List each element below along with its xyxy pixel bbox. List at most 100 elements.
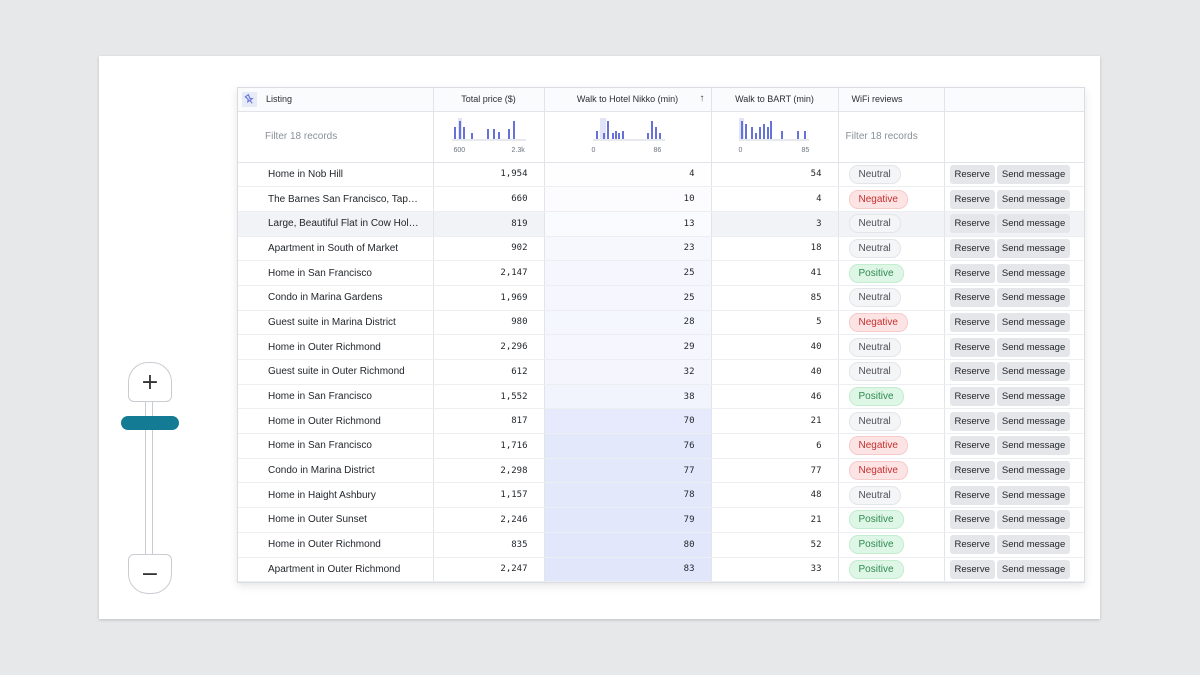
sort-ascending-arrow-icon[interactable]: ↑ <box>699 93 705 104</box>
cell-listing-name[interactable]: Large, Beautiful Flat in Cow Hol… <box>238 211 434 237</box>
reserve-button[interactable]: Reserve <box>949 510 995 530</box>
table-row[interactable]: Apartment in Outer Richmond 2,247 83 33 Posi… <box>238 557 1084 582</box>
send-message-button[interactable]: Send message <box>996 485 1071 505</box>
cell-wifi-reviews[interactable]: Neutral <box>838 408 945 435</box>
cell-listing-name[interactable]: Home in San Francisco <box>238 384 434 410</box>
cell-walk-bart[interactable]: 77 <box>711 458 839 484</box>
price-histogram[interactable]: 600 2.3k <box>434 112 544 162</box>
reserve-button[interactable]: Reserve <box>949 387 995 407</box>
cell-walk-hotel-nikko[interactable]: 28 <box>544 310 712 336</box>
cell-wifi-reviews[interactable]: Neutral <box>838 359 945 385</box>
cell-total-price[interactable]: 835 <box>433 532 545 558</box>
cell-wifi-reviews[interactable]: Positive <box>838 557 945 582</box>
cell-walk-bart[interactable]: 52 <box>711 532 839 558</box>
cell-walk-bart[interactable]: 21 <box>711 408 839 435</box>
cell-walk-bart[interactable]: 33 <box>711 557 839 582</box>
reserve-button[interactable]: Reserve <box>949 362 995 382</box>
price-histogram-cell[interactable]: 600 2.3k <box>433 111 545 163</box>
cell-walk-hotel-nikko[interactable]: 23 <box>544 236 712 262</box>
send-message-button[interactable]: Send message <box>996 312 1071 332</box>
send-message-button[interactable]: Send message <box>996 461 1071 481</box>
cell-wifi-reviews[interactable]: Negative <box>838 433 945 459</box>
cell-wifi-reviews[interactable]: Positive <box>838 260 945 286</box>
cell-listing-name[interactable]: Home in San Francisco <box>238 433 434 459</box>
cell-wifi-reviews[interactable]: Neutral <box>838 236 945 262</box>
cell-walk-hotel-nikko[interactable]: 80 <box>544 532 712 558</box>
bart-histogram-cell[interactable]: 0 85 <box>711 111 839 163</box>
cell-walk-hotel-nikko[interactable]: 32 <box>544 359 712 385</box>
cell-walk-hotel-nikko[interactable]: 78 <box>544 482 712 509</box>
cell-walk-bart[interactable]: 41 <box>711 260 839 286</box>
cell-walk-bart[interactable]: 18 <box>711 236 839 262</box>
table-row[interactable]: Home in Haight Ashbury 1,157 78 48 Neutral Re… <box>238 482 1084 509</box>
table-row[interactable]: Home in Outer Richmond 835 80 52 Positive Res… <box>238 532 1084 558</box>
cell-total-price[interactable]: 817 <box>433 408 545 435</box>
cell-walk-hotel-nikko[interactable]: 79 <box>544 507 712 533</box>
reserve-button[interactable]: Reserve <box>949 312 995 332</box>
cell-listing-name[interactable]: Condo in Marina Gardens <box>238 285 434 311</box>
cell-total-price[interactable]: 1,157 <box>433 482 545 509</box>
table-row[interactable]: Home in San Francisco 1,552 38 46 Positive Re… <box>238 384 1084 410</box>
cell-walk-bart[interactable]: 5 <box>711 310 839 336</box>
cell-walk-bart[interactable]: 6 <box>711 433 839 459</box>
cell-listing-name[interactable]: Home in Nob Hill <box>238 162 434 188</box>
cell-listing-name[interactable]: Apartment in South of Market <box>238 236 434 262</box>
cell-walk-bart[interactable]: 40 <box>711 359 839 385</box>
cell-total-price[interactable]: 819 <box>433 211 545 237</box>
cell-walk-hotel-nikko[interactable]: 76 <box>544 433 712 459</box>
cell-total-price[interactable]: 1,716 <box>433 433 545 459</box>
cell-wifi-reviews[interactable]: Positive <box>838 532 945 558</box>
column-header-price[interactable]: Total price ($) <box>433 88 545 112</box>
send-message-button[interactable]: Send message <box>996 214 1071 234</box>
cell-wifi-reviews[interactable]: Positive <box>838 384 945 410</box>
cell-walk-hotel-nikko[interactable]: 25 <box>544 260 712 286</box>
cell-walk-bart[interactable]: 40 <box>711 334 839 360</box>
cell-walk-bart[interactable]: 48 <box>711 482 839 509</box>
cell-total-price[interactable]: 1,954 <box>433 162 545 188</box>
send-message-button[interactable]: Send message <box>996 436 1071 456</box>
walk-histogram-cell[interactable]: 0 86 <box>544 111 712 163</box>
table-row[interactable]: Large, Beautiful Flat in Cow Hol… 819 13 3 N… <box>238 211 1084 237</box>
send-message-button[interactable]: Send message <box>996 535 1071 555</box>
cell-wifi-reviews[interactable]: Neutral <box>838 211 945 237</box>
reserve-button[interactable]: Reserve <box>949 288 995 308</box>
send-message-button[interactable]: Send message <box>996 288 1071 308</box>
cell-total-price[interactable]: 2,147 <box>433 260 545 286</box>
cell-walk-hotel-nikko[interactable]: 25 <box>544 285 712 311</box>
reserve-button[interactable]: Reserve <box>949 559 995 579</box>
column-header-listing[interactable]: Listing <box>238 88 434 112</box>
send-message-button[interactable]: Send message <box>996 238 1071 258</box>
listing-filter-input[interactable]: Filter 18 records <box>265 130 338 142</box>
cell-total-price[interactable]: 1,552 <box>433 384 545 410</box>
cell-wifi-reviews[interactable]: Negative <box>838 458 945 484</box>
cell-total-price[interactable]: 2,298 <box>433 458 545 484</box>
column-header-bart[interactable]: Walk to BART (min) <box>711 88 839 112</box>
cell-walk-hotel-nikko[interactable]: 4 <box>544 162 712 188</box>
cell-total-price[interactable]: 660 <box>433 186 545 212</box>
cell-listing-name[interactable]: Home in Haight Ashbury <box>238 482 434 509</box>
pin-icon[interactable] <box>242 92 257 107</box>
send-message-button[interactable]: Send message <box>996 510 1071 530</box>
table-row[interactable]: Condo in Marina Gardens 1,969 25 85 Neutral R… <box>238 285 1084 311</box>
cell-wifi-reviews[interactable]: Neutral <box>838 162 945 188</box>
cell-total-price[interactable]: 2,246 <box>433 507 545 533</box>
reserve-button[interactable]: Reserve <box>949 214 995 234</box>
cell-wifi-reviews[interactable]: Neutral <box>838 285 945 311</box>
cell-walk-hotel-nikko[interactable]: 77 <box>544 458 712 484</box>
send-message-button[interactable]: Send message <box>996 164 1071 184</box>
cell-total-price[interactable]: 612 <box>433 359 545 385</box>
reserve-button[interactable]: Reserve <box>949 436 995 456</box>
table-row[interactable]: Condo in Marina District 2,298 77 77 Negativ… <box>238 458 1084 484</box>
send-message-button[interactable]: Send message <box>996 387 1071 407</box>
cell-total-price[interactable]: 902 <box>433 236 545 262</box>
cell-listing-name[interactable]: Apartment in Outer Richmond <box>238 557 434 582</box>
zoom-out-button[interactable]: − <box>128 554 172 594</box>
reserve-button[interactable]: Reserve <box>949 189 995 209</box>
cell-walk-bart[interactable]: 85 <box>711 285 839 311</box>
send-message-button[interactable]: Send message <box>996 411 1071 431</box>
cell-listing-name[interactable]: Home in Outer Richmond <box>238 532 434 558</box>
wifi-filter-input[interactable]: Filter 18 records <box>845 130 918 142</box>
reserve-button[interactable]: Reserve <box>949 411 995 431</box>
cell-walk-hotel-nikko[interactable]: 10 <box>544 186 712 212</box>
column-header-walk[interactable]: Walk to Hotel Nikko (min) ↑ <box>544 88 712 112</box>
